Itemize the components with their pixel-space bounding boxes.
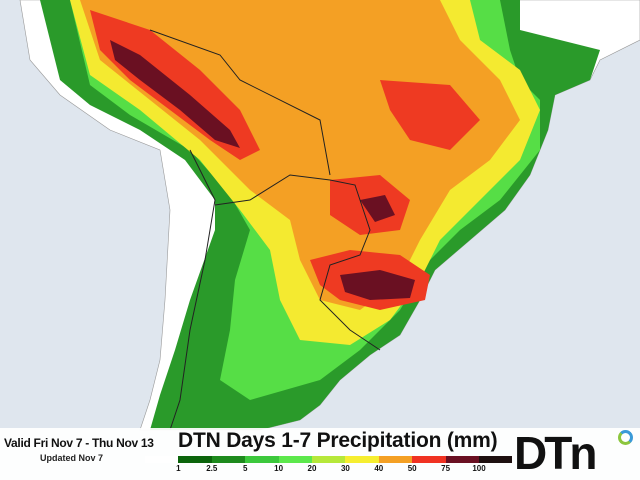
legend-swatch [345,456,379,463]
map-title: DTN Days 1-7 Precipitation (mm) [178,429,498,452]
legend-swatch [311,456,346,463]
legend-tick-label: 75 [441,464,451,473]
legend-swatch [445,456,479,463]
precip-red-north [380,80,480,150]
legend-swatch [245,456,279,463]
updated-date: Updated Nov 7 [40,453,104,463]
legend-swatch [211,456,246,463]
country-borders [214,174,381,351]
legend-swatch [478,456,513,463]
legend-swatch [412,456,446,463]
dtn-logo: DTn [514,427,597,479]
legend-tick-label: 1 [176,464,181,473]
legend-ticks: 1 2.5 5 10 20 30 40 50 75 100 [0,464,640,476]
valid-dates: Valid Fri Nov 7 - Thu Nov 13 [4,436,154,450]
legend-tick-label: 5 [242,464,248,473]
legend-tick-label: 10 [274,464,284,473]
legend-swatch [378,456,413,463]
legend-swatch [145,456,179,463]
legend-banner [0,428,640,480]
legend-swatch [278,456,312,463]
legend-tick-label: 20 [307,464,317,473]
legend-tick-label: 2.5 [206,464,218,473]
legend-swatch [178,456,212,463]
color-legend [145,456,513,463]
chile-border [169,149,216,431]
country-borders-north [149,29,331,176]
precip-darkred-andes [110,40,240,148]
precip-darkred [340,270,415,300]
legend-tick-label: 40 [374,464,384,473]
dtn-logo-circle-icon [618,430,633,445]
legend-tick-label: 30 [340,464,350,473]
precip-darkred-central [360,195,395,222]
legend-tick-label: 50 [407,464,417,473]
legend-tick-label: 100 [472,464,486,473]
